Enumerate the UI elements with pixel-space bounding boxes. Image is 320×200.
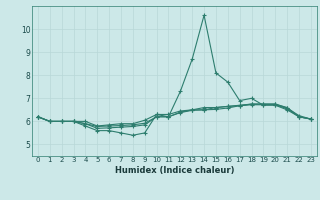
X-axis label: Humidex (Indice chaleur): Humidex (Indice chaleur) xyxy=(115,166,234,175)
